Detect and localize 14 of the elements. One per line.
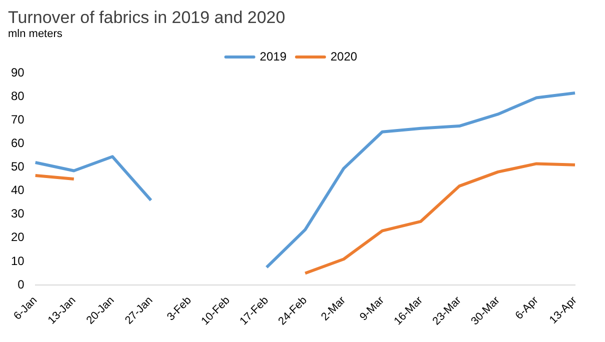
y-tick-label: 60: [10, 136, 25, 150]
y-tick-label: 10: [10, 254, 25, 268]
legend-label: 2019: [260, 49, 287, 64]
y-tick-label: 90: [10, 65, 25, 80]
y-tick-label: 40: [10, 183, 25, 198]
y-tick-label: 70: [10, 112, 25, 126]
legend-label: 2020: [330, 49, 358, 64]
chart-title: Turnover of fabrics in 2019 and 2020: [8, 8, 286, 28]
y-tick-label: 0: [18, 277, 25, 292]
y-tick-label: 50: [10, 160, 25, 174]
y-tick-label: 30: [10, 206, 25, 221]
y-tick-label: 20: [10, 230, 25, 244]
y-tick-label: 80: [10, 88, 25, 103]
y-axis-title: mln meters: [8, 28, 64, 41]
